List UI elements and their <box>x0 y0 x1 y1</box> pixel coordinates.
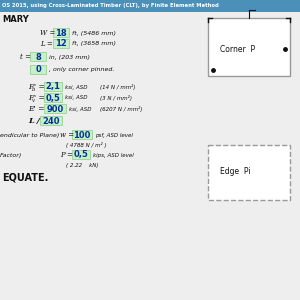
Text: 0,5: 0,5 <box>46 94 60 103</box>
Text: OS 2015, using Cross-Laminated Timber (CLT), by Finite Element Method: OS 2015, using Cross-Laminated Timber (C… <box>2 4 219 8</box>
Text: , only corner pinned.: , only corner pinned. <box>49 68 114 73</box>
Text: endicular to Plane): endicular to Plane) <box>0 133 59 137</box>
Text: ' =: ' = <box>34 83 45 91</box>
Text: in, (203 mm): in, (203 mm) <box>49 55 90 59</box>
Text: P =: P = <box>60 151 73 159</box>
Text: ksi, ASD: ksi, ASD <box>65 85 88 89</box>
Text: F: F <box>28 94 33 102</box>
Text: b: b <box>32 87 35 92</box>
Text: w =: w = <box>60 131 74 139</box>
Text: ' =: ' = <box>34 94 45 102</box>
Text: E' =: E' = <box>28 105 44 113</box>
FancyBboxPatch shape <box>0 0 300 12</box>
Text: 900: 900 <box>46 104 64 113</box>
Text: (14 N / mm²): (14 N / mm²) <box>100 84 136 90</box>
Text: psf, ASD level: psf, ASD level <box>95 133 133 137</box>
Text: L =: L = <box>40 40 53 48</box>
Text: v: v <box>32 98 35 103</box>
Text: 0: 0 <box>35 65 41 74</box>
Text: L /: L / <box>28 117 40 125</box>
Text: F: F <box>28 83 33 91</box>
Text: ( 4788 N / m² ): ( 4788 N / m² ) <box>66 142 106 148</box>
FancyBboxPatch shape <box>53 39 69 48</box>
Text: 240: 240 <box>42 116 60 125</box>
Text: 0,5: 0,5 <box>74 151 88 160</box>
Text: ksi, ASD: ksi, ASD <box>69 106 92 112</box>
Text: ft, (3658 mm): ft, (3658 mm) <box>72 41 116 46</box>
Text: Factor): Factor) <box>0 152 22 158</box>
FancyBboxPatch shape <box>40 116 62 125</box>
Text: kips, ASD level: kips, ASD level <box>93 152 134 158</box>
Text: 8: 8 <box>35 52 41 62</box>
Text: 2,1: 2,1 <box>46 82 61 91</box>
Bar <box>208 18 290 76</box>
Text: (6207 N / mm²): (6207 N / mm²) <box>100 106 142 112</box>
Text: (3 N / mm²): (3 N / mm²) <box>100 95 132 101</box>
Text: 100: 100 <box>73 130 91 140</box>
FancyBboxPatch shape <box>30 52 46 61</box>
FancyBboxPatch shape <box>44 104 66 113</box>
Text: t =: t = <box>20 53 31 61</box>
Text: ( 2.22    kN): ( 2.22 kN) <box>66 163 98 167</box>
Text: Corner  P: Corner P <box>220 44 255 53</box>
Text: EQUATE.: EQUATE. <box>2 173 48 183</box>
Text: MARY: MARY <box>2 16 29 25</box>
FancyBboxPatch shape <box>30 65 46 74</box>
Text: W =: W = <box>40 29 56 37</box>
FancyBboxPatch shape <box>72 130 92 139</box>
Text: ft, (5486 mm): ft, (5486 mm) <box>72 31 116 35</box>
FancyBboxPatch shape <box>44 82 62 91</box>
FancyBboxPatch shape <box>44 93 62 102</box>
FancyBboxPatch shape <box>53 28 69 37</box>
Text: Edge  Pi: Edge Pi <box>220 167 250 176</box>
FancyBboxPatch shape <box>72 150 90 159</box>
Text: 12: 12 <box>55 40 67 49</box>
Bar <box>208 145 290 200</box>
Text: 18: 18 <box>55 28 67 38</box>
Text: ksi, ASD: ksi, ASD <box>65 95 88 101</box>
